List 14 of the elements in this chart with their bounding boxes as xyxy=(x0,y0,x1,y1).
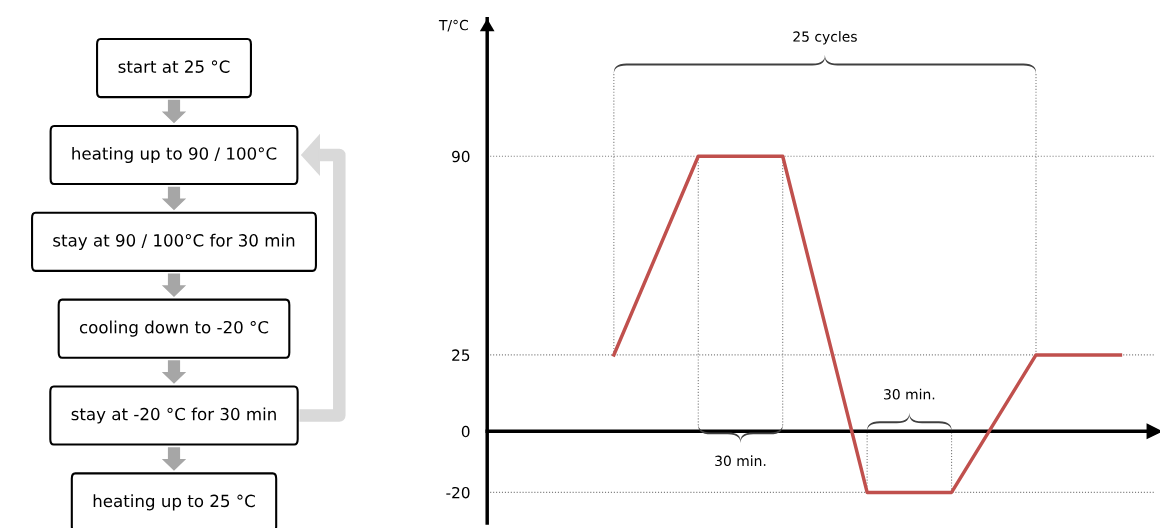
annotation: 30 min. xyxy=(715,455,766,467)
annotation: 25 cycles xyxy=(793,31,857,45)
annotation: 30 min. xyxy=(884,388,935,400)
y-tick-label: 90 xyxy=(452,150,470,163)
text: stay at -20 °C for 30 min xyxy=(71,407,276,424)
y-tick-label: 25 xyxy=(452,349,470,361)
text: stay at 90 / 100°C for 30 min xyxy=(53,233,295,250)
y-tick-label: -20 xyxy=(446,486,470,499)
text: heating up to 25 °C xyxy=(93,494,255,511)
y-tick-label: 0 xyxy=(461,425,470,438)
text: heating up to 90 / 100°C xyxy=(72,146,277,164)
text: start at 25 °C xyxy=(118,60,230,73)
text: cooling down to -20 °C xyxy=(79,320,269,337)
y-axis-title: T/°C xyxy=(438,19,468,32)
